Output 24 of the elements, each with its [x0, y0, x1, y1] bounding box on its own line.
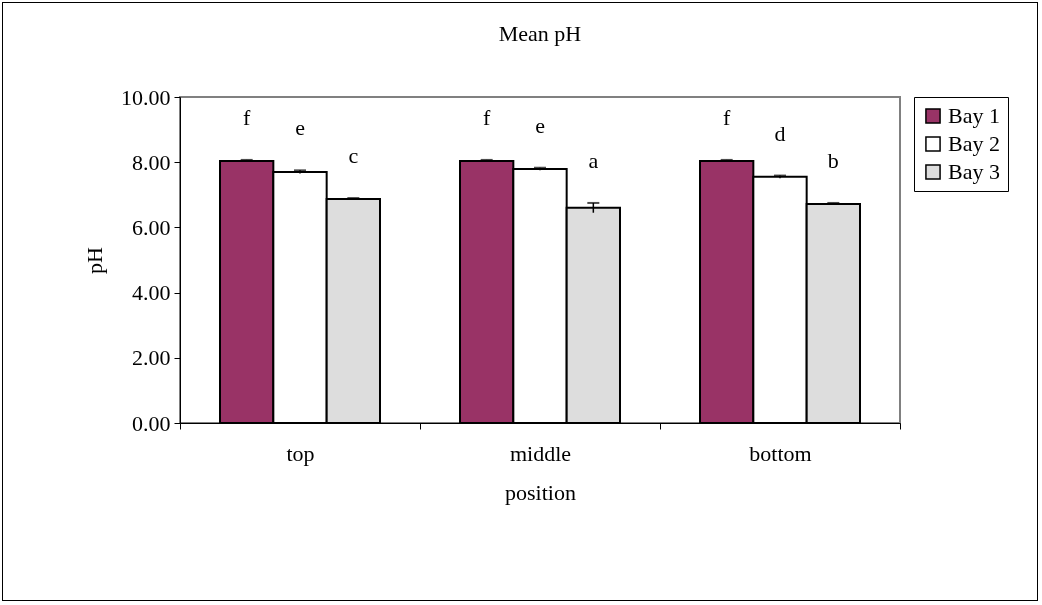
- y-tick-label: 4.00: [132, 280, 171, 306]
- x-tick-label: bottom: [749, 440, 812, 466]
- y-tick-label: 2.00: [132, 345, 171, 371]
- data-label: d: [774, 120, 786, 146]
- x-tick-label: top: [286, 440, 315, 466]
- data-label: f: [723, 104, 731, 130]
- data-label: f: [483, 104, 491, 130]
- y-tick-label: 0.00: [132, 410, 171, 436]
- data-label: f: [243, 104, 251, 130]
- y-tick-label: 8.00: [132, 149, 171, 175]
- legend-label: Bay 3: [948, 159, 1000, 184]
- data-label: b: [827, 147, 839, 173]
- x-axis-title: position: [505, 479, 576, 505]
- y-tick-label: 10.00: [121, 84, 171, 110]
- data-label: c: [348, 143, 359, 169]
- data-label: e: [535, 112, 545, 138]
- x-tick-label: middle: [509, 440, 572, 466]
- legend-label: Bay 1: [948, 103, 1000, 128]
- y-axis-title: pH: [82, 246, 107, 274]
- legend-label: Bay 2: [948, 131, 1000, 156]
- data-label: e: [295, 115, 305, 141]
- chart-title: Mean pH: [498, 21, 582, 46]
- data-label: a: [588, 147, 599, 173]
- y-tick-label: 6.00: [132, 214, 171, 240]
